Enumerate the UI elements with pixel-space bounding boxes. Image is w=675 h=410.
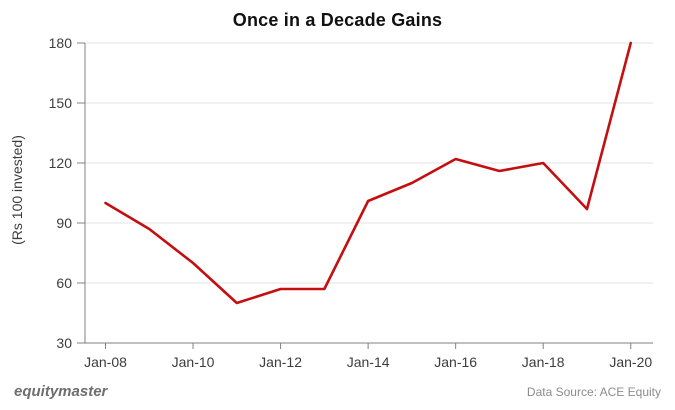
x-tick-label: Jan-12 [259,354,302,370]
data-source-label: Data Source: ACE Equity [526,385,661,399]
x-tick-label: Jan-08 [84,354,127,370]
x-tick-label: Jan-20 [609,354,652,370]
y-tick-label: 30 [56,335,72,351]
y-tick-label: 60 [56,275,72,291]
data-series-line [104,41,633,305]
x-tick-label: Jan-16 [434,354,477,370]
line-chart: 30 60 90 120 150 180 Jan-08 Jan-10 Jan-12 Jan-14 J… [49,35,653,370]
x-tick-label: Jan-10 [172,354,215,370]
x-tick-label: Jan-14 [347,354,390,370]
chart-title: Once in a Decade Gains [232,10,443,30]
brand-logo: equitymaster [14,383,108,400]
footer: equitymaster Data Source: ACE Equity [0,376,675,410]
y-tick-label: 180 [49,35,73,51]
y-tick-label: 120 [49,155,73,171]
x-tick-label: Jan-18 [522,354,565,370]
y-tick-label: 150 [49,95,73,111]
y-tick-label: 90 [56,215,72,231]
